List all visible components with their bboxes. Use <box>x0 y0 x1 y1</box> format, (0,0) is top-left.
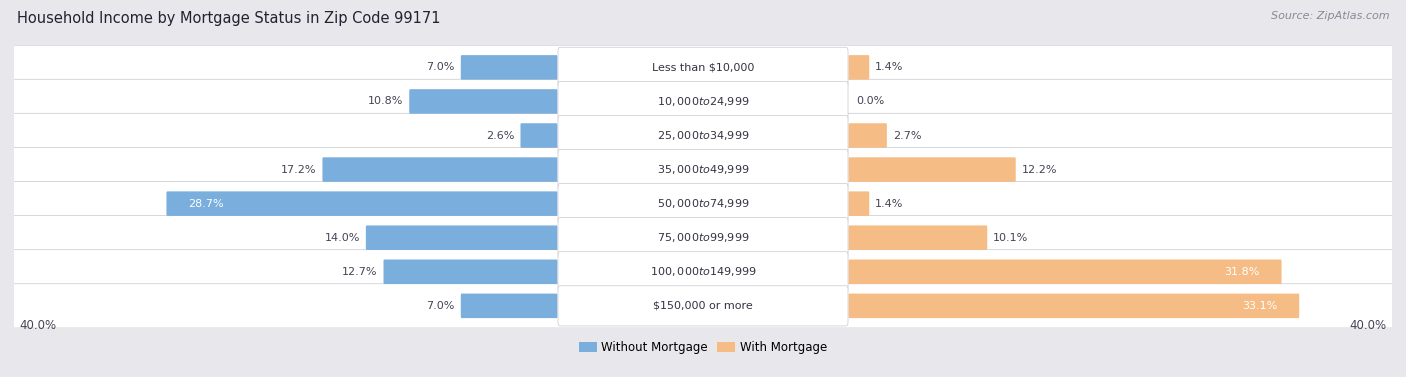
Text: $10,000 to $24,999: $10,000 to $24,999 <box>657 95 749 108</box>
Text: $35,000 to $49,999: $35,000 to $49,999 <box>657 163 749 176</box>
Text: 10.1%: 10.1% <box>993 233 1029 243</box>
FancyBboxPatch shape <box>409 89 557 114</box>
FancyBboxPatch shape <box>558 184 848 224</box>
FancyBboxPatch shape <box>3 113 1403 158</box>
FancyBboxPatch shape <box>558 115 848 156</box>
FancyBboxPatch shape <box>558 286 848 326</box>
FancyBboxPatch shape <box>166 192 557 216</box>
FancyBboxPatch shape <box>3 147 1403 192</box>
FancyBboxPatch shape <box>849 123 887 148</box>
Text: 2.7%: 2.7% <box>893 130 921 141</box>
Legend: Without Mortgage, With Mortgage: Without Mortgage, With Mortgage <box>574 336 832 359</box>
FancyBboxPatch shape <box>558 47 848 87</box>
FancyBboxPatch shape <box>366 225 557 250</box>
FancyBboxPatch shape <box>558 81 848 121</box>
FancyBboxPatch shape <box>461 55 557 80</box>
FancyBboxPatch shape <box>3 216 1403 260</box>
FancyBboxPatch shape <box>849 259 1282 284</box>
Text: 28.7%: 28.7% <box>188 199 224 208</box>
Text: 7.0%: 7.0% <box>426 301 454 311</box>
FancyBboxPatch shape <box>558 218 848 258</box>
FancyBboxPatch shape <box>520 123 557 148</box>
FancyBboxPatch shape <box>3 181 1403 226</box>
FancyBboxPatch shape <box>558 150 848 190</box>
Text: $150,000 or more: $150,000 or more <box>654 301 752 311</box>
Text: $50,000 to $74,999: $50,000 to $74,999 <box>657 197 749 210</box>
FancyBboxPatch shape <box>849 192 869 216</box>
FancyBboxPatch shape <box>849 157 1015 182</box>
Text: 33.1%: 33.1% <box>1243 301 1278 311</box>
Text: 1.4%: 1.4% <box>876 62 904 72</box>
Text: 31.8%: 31.8% <box>1225 267 1260 277</box>
FancyBboxPatch shape <box>3 45 1403 89</box>
Text: 14.0%: 14.0% <box>325 233 360 243</box>
FancyBboxPatch shape <box>3 79 1403 124</box>
Text: 10.8%: 10.8% <box>368 97 404 106</box>
Text: 12.7%: 12.7% <box>342 267 377 277</box>
Text: $25,000 to $34,999: $25,000 to $34,999 <box>657 129 749 142</box>
FancyBboxPatch shape <box>849 225 987 250</box>
FancyBboxPatch shape <box>849 294 1299 318</box>
Text: 0.0%: 0.0% <box>856 97 884 106</box>
Text: 7.0%: 7.0% <box>426 62 454 72</box>
Text: 2.6%: 2.6% <box>486 130 515 141</box>
FancyBboxPatch shape <box>384 259 557 284</box>
FancyBboxPatch shape <box>558 252 848 292</box>
Text: 12.2%: 12.2% <box>1022 165 1057 175</box>
FancyBboxPatch shape <box>461 294 557 318</box>
Text: 40.0%: 40.0% <box>20 319 56 332</box>
Text: Less than $10,000: Less than $10,000 <box>652 62 754 72</box>
Text: $100,000 to $149,999: $100,000 to $149,999 <box>650 265 756 278</box>
Text: Source: ZipAtlas.com: Source: ZipAtlas.com <box>1271 11 1389 21</box>
Text: Household Income by Mortgage Status in Zip Code 99171: Household Income by Mortgage Status in Z… <box>17 11 440 26</box>
Text: $75,000 to $99,999: $75,000 to $99,999 <box>657 231 749 244</box>
FancyBboxPatch shape <box>849 55 869 80</box>
Text: 17.2%: 17.2% <box>281 165 316 175</box>
FancyBboxPatch shape <box>3 250 1403 294</box>
FancyBboxPatch shape <box>322 157 557 182</box>
Text: 1.4%: 1.4% <box>876 199 904 208</box>
Text: 40.0%: 40.0% <box>1350 319 1386 332</box>
FancyBboxPatch shape <box>3 284 1403 328</box>
